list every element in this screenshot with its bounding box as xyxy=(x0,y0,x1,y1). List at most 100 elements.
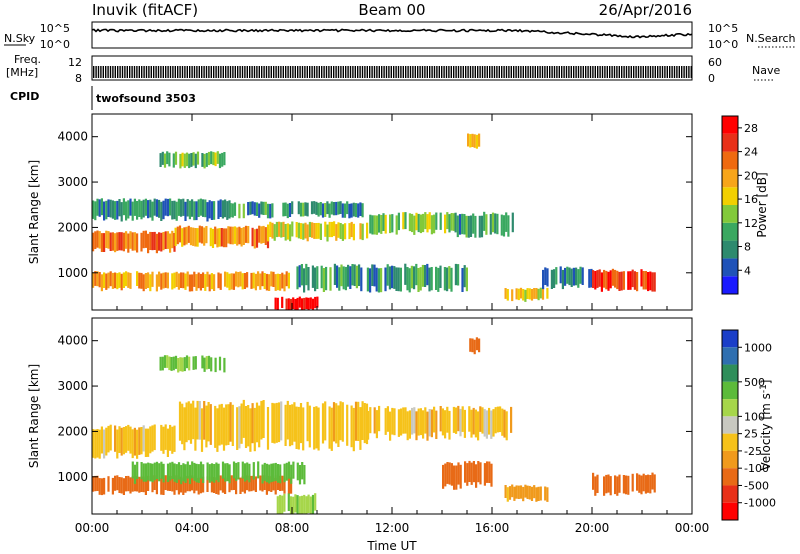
power-echo-cell xyxy=(428,267,431,292)
nave-bar xyxy=(609,66,611,78)
power-echo-cell xyxy=(266,203,270,219)
vel-echo-cell xyxy=(290,464,293,484)
power-echo-cell xyxy=(411,213,414,233)
vel-echo-cell xyxy=(301,462,304,480)
power-echo-cell xyxy=(422,213,425,233)
power-echo-cell xyxy=(213,201,216,220)
vel-echo-cell xyxy=(206,462,209,481)
nave-bar xyxy=(659,66,661,78)
power-echo-cell xyxy=(609,270,612,289)
power-colorbar-ticks: 4 8 12 16 20 24 28 xyxy=(738,122,758,277)
power-echo-cell xyxy=(155,274,158,292)
power-echo-band xyxy=(92,271,290,292)
vel-echo-cell xyxy=(236,407,239,450)
x-tick-label: 00:00 xyxy=(675,521,710,535)
power-echo-cell xyxy=(302,202,305,217)
vel-echo-cell xyxy=(463,409,466,438)
noise-tick-low-left: 10^0 xyxy=(40,38,70,51)
power-echo-cell xyxy=(600,272,603,292)
power-echo-cell xyxy=(140,200,143,220)
vel-echo-cell xyxy=(428,409,431,437)
power-echo-cell xyxy=(177,198,180,216)
power-echo-cell xyxy=(419,267,422,291)
power-echo-cell xyxy=(288,203,292,217)
nave-bar xyxy=(121,66,124,78)
nave-bar xyxy=(184,66,186,78)
vel-echo-cell xyxy=(455,465,458,490)
nave-bar xyxy=(229,66,232,78)
vel-echo-band xyxy=(592,472,656,496)
vel-echo-cell xyxy=(182,463,185,482)
vel-echo-cell xyxy=(220,403,223,445)
vel-echo-cell xyxy=(205,405,208,448)
power-echo-cell xyxy=(348,203,351,219)
vel-echo-cell xyxy=(303,494,306,514)
nave-bar xyxy=(657,66,659,78)
vel-echo-cell xyxy=(138,476,141,493)
nave-bar xyxy=(625,66,628,78)
power-echo-cell xyxy=(349,266,352,289)
power-echo-cell xyxy=(207,151,211,166)
vel-echo-cell xyxy=(133,464,137,484)
power-echo-band xyxy=(159,151,226,169)
velocity-colorbar-tick-label: -1000 xyxy=(744,497,776,510)
nave-bar xyxy=(448,66,450,78)
power-echo-cell xyxy=(214,226,217,245)
power-echo-cell xyxy=(337,222,340,238)
power-echo-cell xyxy=(127,200,130,219)
vel-echo-cell xyxy=(122,478,125,495)
vel-echo-cell xyxy=(94,429,97,459)
power-echo-cell xyxy=(380,268,383,293)
vel-echo-cell xyxy=(120,427,123,456)
vel-echo-cell xyxy=(457,462,460,485)
vel-echo-cell xyxy=(505,411,508,441)
power-echo-cell xyxy=(217,200,220,219)
vel-echo-cell xyxy=(369,407,372,434)
nave-bar xyxy=(215,66,217,78)
power-echo-cell xyxy=(458,214,462,235)
power-echo-cell xyxy=(183,227,186,246)
power-echo-cell xyxy=(162,200,165,220)
vel-echo-cell xyxy=(296,462,299,481)
power-echo-cell xyxy=(204,274,207,291)
power-echo-cell xyxy=(269,221,272,237)
vel-echo-cell xyxy=(189,403,193,444)
vel-echo-cell xyxy=(207,402,210,442)
nave-bar xyxy=(155,66,157,78)
vel-echo-cell xyxy=(299,403,303,444)
power-echo-cell xyxy=(321,203,325,218)
velocity-colorbar-tick-label: -25 xyxy=(744,445,762,458)
power-echo-cell xyxy=(187,225,190,243)
noise-panel: N.Sky N.Search 10^5 10^0 10^5 10^0 xyxy=(4,21,796,51)
power-echo-cell xyxy=(302,223,305,240)
power-echo-cell xyxy=(276,273,279,291)
power-echo-cell xyxy=(350,203,353,218)
power-echo-cell xyxy=(172,153,175,168)
nave-bar xyxy=(287,66,289,78)
power-echo-band xyxy=(296,263,468,293)
power-echo-cell xyxy=(614,269,617,288)
power-echo-cell xyxy=(311,298,315,310)
velocity-colorbar-tick-label: 1000 xyxy=(744,341,772,354)
vel-echo-cell xyxy=(241,461,244,479)
vel-echo-cell xyxy=(270,476,273,492)
power-echo-cell xyxy=(197,272,200,289)
vel-echo-cell xyxy=(229,402,232,442)
velocity-panel: 1000 2000 3000 4000 00:00 04:00 08:00 12:00 16:… xyxy=(27,317,710,535)
power-echo-band xyxy=(592,268,656,292)
vel-echo-cell xyxy=(293,402,296,442)
power-echo-cell xyxy=(380,215,383,234)
power-echo-cell xyxy=(168,152,171,167)
power-echo-cell xyxy=(129,198,132,216)
vel-echo-cell xyxy=(240,403,243,444)
power-echo-cell xyxy=(193,271,196,287)
nave-bar xyxy=(294,66,296,78)
vel-echo-cell xyxy=(490,463,493,487)
vel-echo-cell xyxy=(287,461,291,479)
nave-bar xyxy=(577,66,580,78)
nave-bar xyxy=(141,66,143,78)
power-echo-cell xyxy=(173,200,176,220)
nave-bar xyxy=(570,66,572,78)
vel-echo-cell xyxy=(213,464,216,483)
power-echo-cell xyxy=(391,265,394,289)
